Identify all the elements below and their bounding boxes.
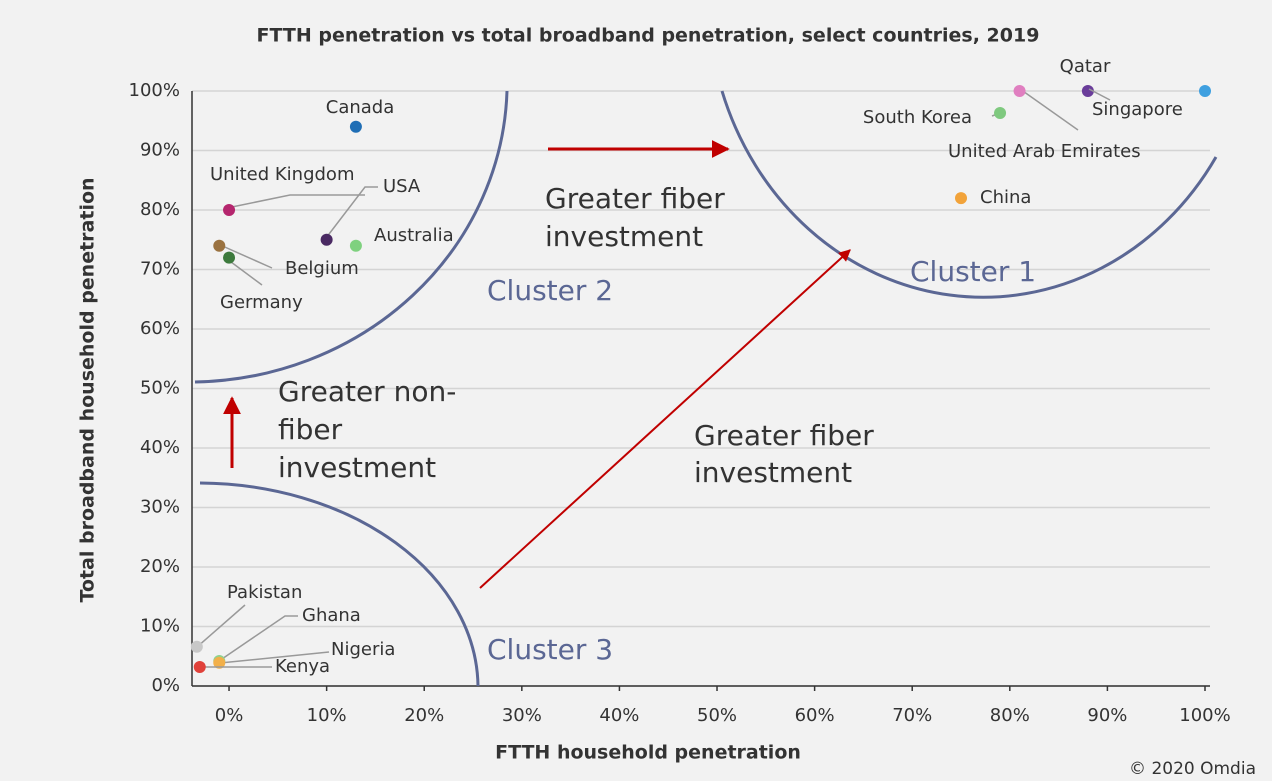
leader-line: [1088, 88, 1111, 101]
x-tick-label: 70%: [892, 705, 932, 726]
leader-line: [226, 258, 263, 286]
point: [213, 656, 226, 669]
cluster-label: Cluster 3: [487, 633, 613, 666]
y-tick-label: 0%: [151, 675, 180, 696]
point-label: South Korea: [863, 107, 972, 128]
y-tick-label: 20%: [140, 556, 180, 577]
leader-line: [219, 651, 330, 664]
point: [223, 204, 236, 216]
point-label: United Kingdom: [210, 164, 354, 185]
leader-line: [1019, 88, 1079, 131]
arrow: [479, 249, 851, 589]
chart-title: FTTH penetration vs total broadband pene…: [257, 25, 1040, 47]
y-tick-label: 10%: [140, 616, 180, 637]
x-tick-label: 50%: [697, 705, 737, 726]
x-tick-label: 90%: [1087, 705, 1127, 726]
x-tick-label: 20%: [404, 705, 444, 726]
point: [955, 192, 968, 205]
point-label: Nigeria: [331, 639, 395, 660]
point: [190, 640, 203, 653]
point-label: Ghana: [302, 605, 361, 626]
annotation: Greater fiber: [694, 419, 874, 452]
point-label: Australia: [374, 225, 454, 246]
y-tick-label: 70%: [140, 259, 180, 280]
point: [193, 660, 206, 673]
point-label: Germany: [220, 292, 303, 313]
y-tick-label: 60%: [140, 318, 180, 339]
leader-line: [325, 186, 378, 239]
cluster-label: Cluster 2: [487, 274, 613, 307]
annotation: investment: [545, 220, 703, 253]
point: [349, 239, 362, 252]
y-tick-label: 100%: [129, 80, 180, 101]
annotation: Greater non-: [278, 375, 456, 408]
point: [1081, 85, 1094, 97]
cluster-outlines: [194, 90, 1218, 687]
point-label: Singapore: [1092, 99, 1183, 120]
cluster-1-outline: [720, 90, 1218, 299]
cluster-label: Cluster 1: [910, 255, 1036, 288]
point-label: Kenya: [275, 656, 330, 677]
point: [994, 107, 1007, 120]
point: [1013, 85, 1026, 97]
annotation: investment: [694, 456, 852, 489]
x-tick-label: 10%: [307, 705, 347, 726]
point-label: China: [980, 187, 1031, 208]
y-axis-label: Total broadband household penetration: [77, 177, 99, 602]
point: [213, 239, 226, 252]
point-label: United Arab Emirates: [948, 141, 1141, 162]
x-tick-label: 100%: [1179, 705, 1230, 726]
x-axis-label: FTTH household penetration: [495, 742, 801, 764]
y-tick-label: 80%: [140, 199, 180, 220]
y-tick-label: 50%: [140, 378, 180, 399]
leader-line: [226, 194, 365, 209]
point-label: Canada: [326, 97, 395, 118]
y-tick-label: 90%: [140, 140, 180, 161]
arrows: [223, 140, 851, 589]
cluster-3-outline: [199, 481, 480, 687]
y-tick-label: 30%: [140, 497, 180, 518]
point: [1199, 85, 1211, 97]
point-label: Belgium: [285, 258, 359, 279]
x-tick-label: 30%: [502, 705, 542, 726]
leader-line: [218, 615, 298, 662]
point: [320, 233, 333, 246]
leader-line: [196, 604, 246, 648]
cluster-2-outline: [194, 90, 509, 384]
x-tick-label: 60%: [795, 705, 835, 726]
x-tick-label: 40%: [599, 705, 639, 726]
point: [223, 251, 236, 264]
annotation: investment: [278, 451, 436, 484]
point-label: Qatar: [1060, 56, 1111, 77]
plot: Canada United Kingdom USA Australia Belgium G…: [190, 56, 1211, 677]
x-tick-label: 0%: [215, 705, 244, 726]
x-tick-label: 80%: [990, 705, 1030, 726]
annotation: Greater fiber: [545, 182, 725, 215]
y-tick-label: 40%: [140, 437, 180, 458]
leader-line: [217, 243, 273, 269]
annotation: fiber: [278, 413, 343, 446]
point: [349, 120, 362, 133]
source: © 2020 Omdia: [1129, 759, 1256, 779]
point-label: USA: [383, 176, 421, 197]
point-label: Pakistan: [227, 582, 302, 603]
